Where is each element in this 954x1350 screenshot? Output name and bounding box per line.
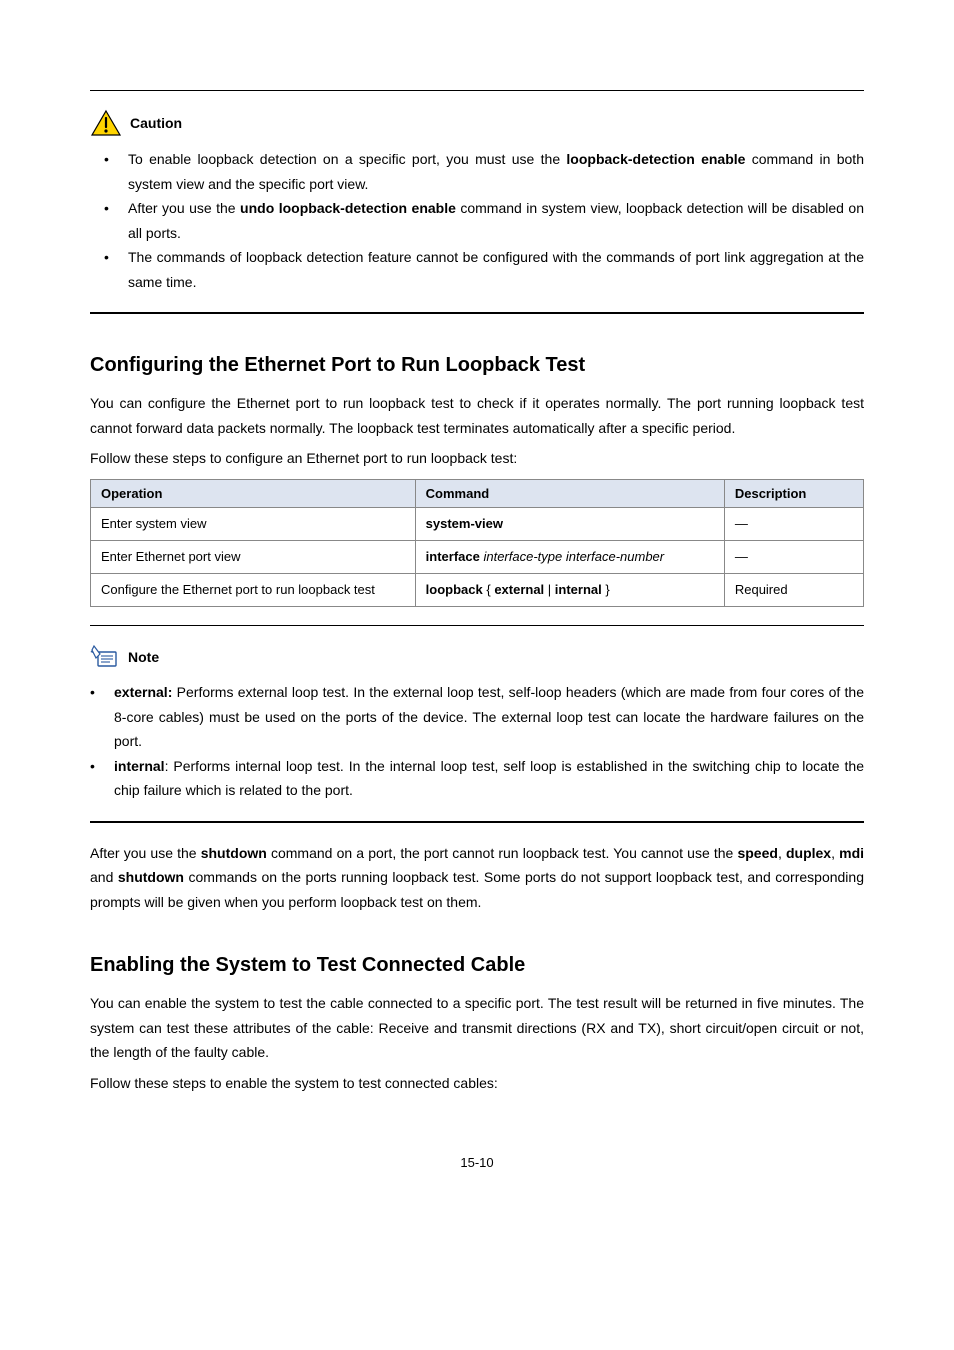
cell-desc: — [724,540,863,573]
text: The commands of loopback detection featu… [128,249,864,290]
cmd: speed [737,845,777,861]
cell-desc: — [724,507,863,540]
note-label: Note [128,649,159,665]
table-row: Enter Ethernet port view interface inter… [91,540,864,573]
cmd-bold: internal [555,582,602,597]
steps-table: Operation Command Description Enter syst… [90,479,864,608]
th-operation: Operation [91,479,416,507]
caution-header: Caution [90,109,864,137]
cmd-bold: system-view [426,516,503,531]
cell-op: Enter Ethernet port view [91,540,416,573]
text: After you use the [90,845,201,861]
cell-cmd: system-view [415,507,724,540]
text: After you use the [128,200,240,216]
caution-item: After you use the undo loopback-detectio… [90,196,864,245]
cmd: shutdown [201,845,267,861]
note-list: external: Performs external loop test. I… [90,680,864,803]
text: To enable loopback detection on a specif… [128,151,566,167]
table-row: Enter system view system-view — [91,507,864,540]
page-number: 15-10 [90,1155,864,1170]
cmd-bold: interface [426,549,480,564]
paragraph: Follow these steps to enable the system … [90,1071,864,1096]
paragraph: You can configure the Ethernet port to r… [90,391,864,440]
page-container: Caution To enable loopback detection on … [0,0,954,1220]
rule-note-start [90,625,864,626]
cell-op: Enter system view [91,507,416,540]
cmd: loopback-detection enable [566,151,745,167]
caution-item: The commands of loopback detection featu… [90,245,864,294]
cmd: duplex [786,845,831,861]
cmd: mdi [839,845,864,861]
caution-list: To enable loopback detection on a specif… [90,147,864,294]
note-bold: internal [114,758,165,774]
cmd: undo loopback-detection enable [240,200,456,216]
cmd-bold: loopback [426,582,483,597]
table-row: Configure the Ethernet port to run loopb… [91,573,864,606]
caution-icon [90,109,122,137]
section-title-loopback: Configuring the Ethernet Port to Run Loo… [90,354,864,377]
text: command on a port, the port cannot run l… [267,845,738,861]
text: commands on the ports running loopback t… [90,869,864,910]
cmd-text: { [483,582,495,597]
section-title-cable: Enabling the System to Test Connected Ca… [90,954,864,977]
caution-label: Caution [130,115,182,131]
note-item: internal: Performs internal loop test. I… [90,754,864,803]
note-header: Note [90,644,864,670]
cmd-text: } [602,582,610,597]
cmd-italic: interface-type interface-number [480,549,664,564]
cmd-text: | [544,582,555,597]
text: , [778,845,786,861]
cell-desc: Required [724,573,863,606]
table-header-row: Operation Command Description [91,479,864,507]
paragraph: Follow these steps to configure an Ether… [90,446,864,471]
text: , [831,845,839,861]
note-item: external: Performs external loop test. I… [90,680,864,754]
th-description: Description [724,479,863,507]
cmd-bold: external [494,582,544,597]
cell-cmd: loopback { external | internal } [415,573,724,606]
paragraph-after-note: After you use the shutdown command on a … [90,841,864,915]
cell-cmd: interface interface-type interface-numbe… [415,540,724,573]
th-command: Command [415,479,724,507]
note-text: Performs external loop test. In the exte… [114,684,864,749]
rule-caution-end [90,312,864,314]
note-bold: external: [114,684,177,700]
rule-note-end [90,821,864,823]
paragraph: You can enable the system to test the ca… [90,991,864,1065]
caution-item: To enable loopback detection on a specif… [90,147,864,196]
cmd: shutdown [118,869,184,885]
note-icon [90,644,120,670]
note-text: : Performs internal loop test. In the in… [114,758,864,799]
rule-top [90,90,864,91]
text: and [90,869,118,885]
cell-op: Configure the Ethernet port to run loopb… [91,573,416,606]
